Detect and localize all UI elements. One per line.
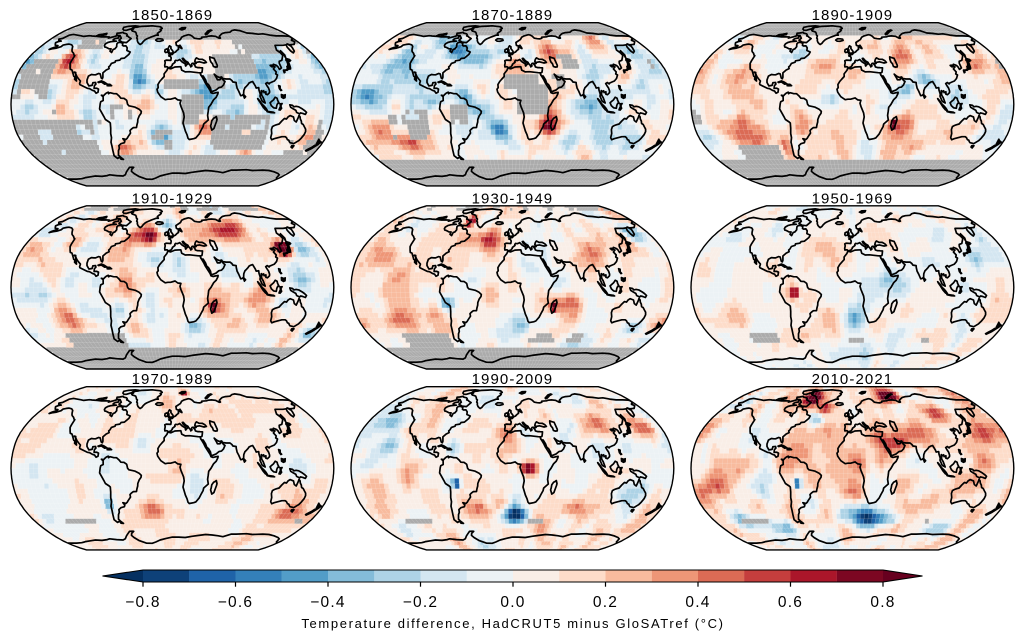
svg-text:0.2: 0.2	[593, 594, 618, 611]
svg-text:−0.4: −0.4	[310, 594, 345, 611]
svg-text:1950-1969: 1950-1969	[812, 190, 894, 207]
svg-text:0.4: 0.4	[685, 594, 710, 611]
svg-text:2010-2021: 2010-2021	[812, 371, 894, 388]
svg-text:1930-1949: 1930-1949	[472, 190, 554, 207]
svg-text:0.8: 0.8	[870, 594, 895, 611]
svg-text:0.6: 0.6	[778, 594, 803, 611]
svg-text:1910-1929: 1910-1929	[132, 190, 214, 207]
svg-text:−0.2: −0.2	[403, 594, 438, 611]
svg-text:1850-1869: 1850-1869	[132, 7, 214, 24]
svg-text:1970-1989: 1970-1989	[132, 371, 214, 388]
svg-text:Temperature difference, HadCRU: Temperature difference, HadCRUT5 minus G…	[301, 616, 724, 631]
svg-text:1870-1889: 1870-1889	[472, 7, 554, 24]
svg-text:1990-2009: 1990-2009	[472, 371, 554, 388]
svg-text:−0.8: −0.8	[125, 594, 160, 611]
svg-text:1890-1909: 1890-1909	[812, 7, 894, 24]
svg-text:0.0: 0.0	[500, 594, 525, 611]
svg-text:−0.6: −0.6	[218, 594, 253, 611]
